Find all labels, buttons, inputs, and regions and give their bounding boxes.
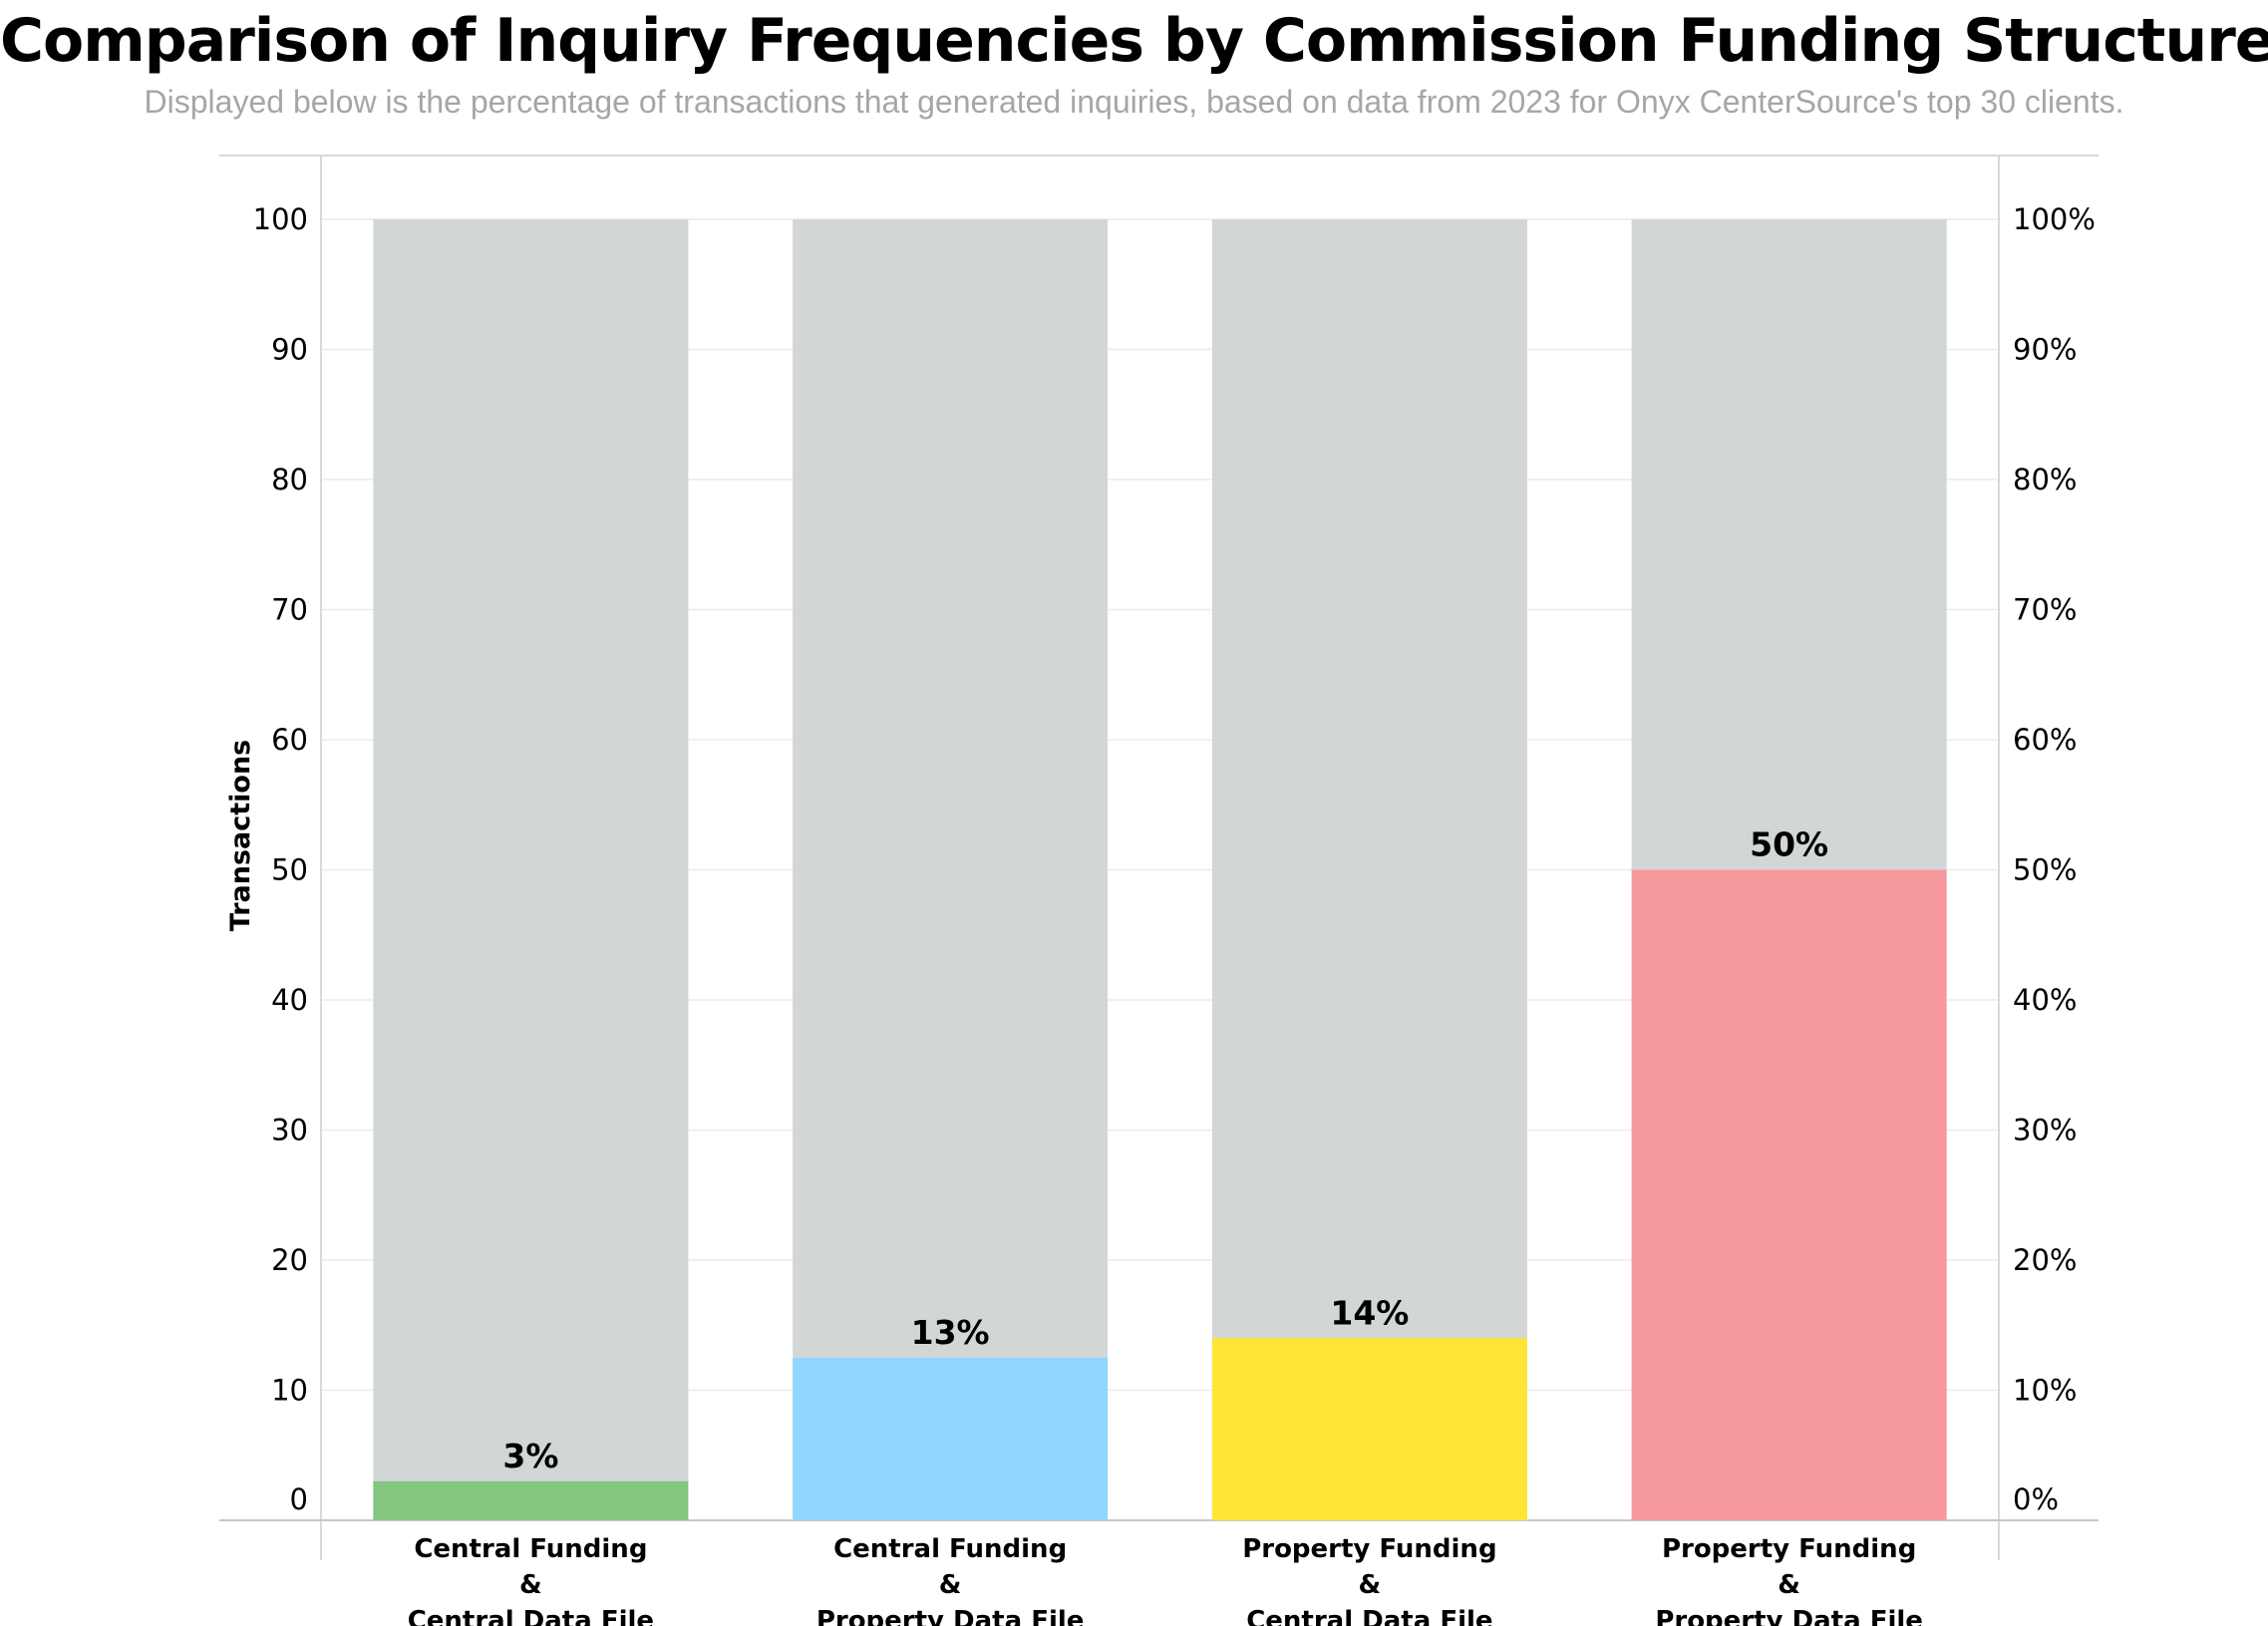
- y2-tick-label: 10%: [2013, 1374, 2077, 1408]
- y-tick-label: 70: [271, 593, 308, 627]
- data-label: 50%: [1750, 825, 1828, 864]
- y-tick-label: 80: [271, 463, 308, 496]
- bar: [373, 1480, 689, 1520]
- y2-tick-label: 40%: [2013, 983, 2077, 1017]
- y2-tick-label: 70%: [2013, 593, 2077, 627]
- y-tick-label: 0: [290, 1482, 308, 1516]
- y2-tick-label: 90%: [2013, 333, 2077, 367]
- bar-background: [373, 219, 689, 1520]
- y-axis-ticks: 0 10 20 30 40 50 60 70 80 90 100: [253, 202, 308, 1516]
- data-label: 14%: [1330, 1293, 1409, 1332]
- y-tick-label: 100: [253, 202, 308, 236]
- y-tick-label: 50: [271, 853, 308, 887]
- y2-tick-label: 100%: [2013, 202, 2096, 236]
- category-label: Property Funding & Property Data File: [1655, 1534, 1923, 1626]
- category-label: Property Funding & Central Data File: [1242, 1534, 1496, 1626]
- y-tick-label: 90: [271, 333, 308, 367]
- y2-tick-label: 20%: [2013, 1243, 2077, 1277]
- bar-background: [1211, 219, 1527, 1520]
- y2-tick-label: 30%: [2013, 1114, 2077, 1147]
- y-tick-label: 40: [271, 983, 308, 1017]
- category-label: Central Funding & Property Data File: [816, 1534, 1085, 1626]
- data-label: 3%: [502, 1437, 558, 1475]
- chart-subtitle: Displayed below is the percentage of tra…: [144, 84, 2124, 120]
- x-axis-categories: Central Funding & Central Data File Central…: [408, 1534, 1923, 1626]
- y2-tick-label: 50%: [2013, 853, 2077, 887]
- data-labels: 3% 13% 14% 50%: [502, 825, 1828, 1475]
- category-label: Central Funding & Central Data File: [408, 1534, 654, 1626]
- y2-tick-label: 80%: [2013, 463, 2077, 496]
- y2-tick-label: 60%: [2013, 723, 2077, 757]
- bar: [1211, 1338, 1527, 1520]
- bar-series: [373, 219, 1947, 1520]
- bar: [793, 1357, 1109, 1520]
- y-tick-label: 30: [271, 1114, 308, 1147]
- y2-axis-ticks: 0% 10% 20% 30% 40% 50% 60% 70% 80% 90% 100%: [2013, 202, 2096, 1516]
- y-axis-label: Transactions: [225, 740, 256, 932]
- y2-tick-label: 0%: [2013, 1482, 2059, 1516]
- y-tick-label: 60: [271, 723, 308, 757]
- y-tick-label: 20: [271, 1243, 308, 1277]
- y-tick-label: 10: [271, 1374, 308, 1408]
- data-label: 13%: [911, 1313, 990, 1352]
- bar-background: [793, 219, 1109, 1520]
- chart-title: Comparison of Inquiry Frequencies by Com…: [0, 6, 2268, 76]
- bar: [1631, 869, 1947, 1520]
